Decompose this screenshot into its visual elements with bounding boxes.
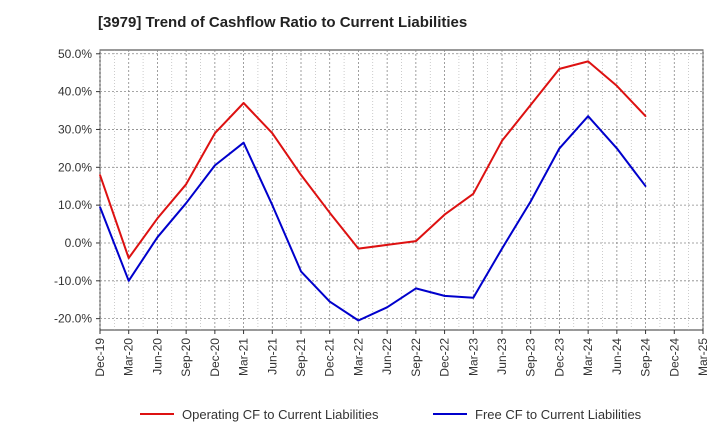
x-tick-label: Sep-23 xyxy=(524,338,538,377)
data-point xyxy=(558,68,561,70)
data-point xyxy=(386,244,388,246)
data-point xyxy=(357,247,360,250)
y-tick-label: 20.0% xyxy=(58,160,92,174)
x-tick-label: Jun-23 xyxy=(495,338,509,375)
y-tick-label: 10.0% xyxy=(58,198,92,212)
data-point xyxy=(443,213,446,216)
data-point xyxy=(214,164,216,167)
y-tick-label: -10.0% xyxy=(54,274,92,288)
data-point xyxy=(214,132,216,135)
data-point xyxy=(328,300,331,303)
data-point xyxy=(501,247,503,250)
y-tick-label: -20.0% xyxy=(54,312,92,326)
x-tick-label: Mar-20 xyxy=(122,338,136,376)
data-point xyxy=(587,115,589,118)
data-point xyxy=(472,297,475,299)
data-point xyxy=(99,174,101,176)
x-tick-label: Mar-24 xyxy=(581,338,595,376)
data-point xyxy=(300,174,302,176)
legend-free-cf-label: Free CF to Current Liabilities xyxy=(475,407,642,422)
y-tick-label: 50.0% xyxy=(58,47,92,61)
y-tick-label: 0.0% xyxy=(65,236,93,250)
x-tick-label: Jun-22 xyxy=(380,338,394,375)
data-point xyxy=(644,115,647,118)
data-point xyxy=(415,240,417,242)
data-point xyxy=(271,132,274,135)
x-tick-label: Dec-20 xyxy=(208,338,222,377)
data-point xyxy=(558,147,561,150)
x-tick-label: Dec-22 xyxy=(438,338,452,377)
data-point xyxy=(386,306,388,309)
data-point xyxy=(242,102,245,104)
data-point xyxy=(501,140,503,142)
x-tick-label: Jun-24 xyxy=(610,338,624,375)
x-tick-label: Dec-19 xyxy=(93,338,107,377)
series-line-free-cf xyxy=(99,115,647,322)
x-tick-label: Mar-22 xyxy=(351,338,365,376)
data-point xyxy=(127,280,130,282)
x-tick-label: Mar-21 xyxy=(237,338,251,376)
x-tick-label: Sep-20 xyxy=(179,338,193,377)
data-point xyxy=(644,185,647,188)
data-point xyxy=(529,200,532,203)
x-tick-label: Jun-20 xyxy=(150,338,164,375)
x-tick-label: Mar-23 xyxy=(466,338,480,376)
x-tick-label: Jun-21 xyxy=(265,338,279,375)
data-point xyxy=(127,257,130,259)
x-tick-label: Dec-21 xyxy=(323,338,337,377)
series-line-operating-cf xyxy=(99,60,647,260)
legend-operating-cf-label: Operating CF to Current Liabilities xyxy=(182,407,379,422)
data-point xyxy=(587,60,589,63)
chart-title: [3979] Trend of Cashflow Ratio to Curren… xyxy=(98,14,468,31)
data-point xyxy=(443,295,446,297)
x-tick-label: Sep-21 xyxy=(294,338,308,377)
data-point xyxy=(300,270,302,273)
x-tick-label: Dec-24 xyxy=(667,338,681,377)
data-point xyxy=(156,217,159,220)
data-point xyxy=(616,85,618,87)
data-point xyxy=(415,287,417,290)
data-point xyxy=(185,183,187,186)
data-point xyxy=(357,319,360,322)
x-tick-label: Dec-23 xyxy=(552,338,566,377)
y-tick-label: 30.0% xyxy=(58,122,92,136)
data-point xyxy=(328,211,331,214)
data-point xyxy=(616,147,618,150)
data-point xyxy=(185,202,187,205)
data-point xyxy=(99,206,101,208)
data-point xyxy=(156,236,159,239)
data-point xyxy=(529,104,532,106)
data-point xyxy=(271,204,274,206)
x-tick-label: Sep-24 xyxy=(639,338,653,377)
data-point xyxy=(242,141,245,144)
data-point xyxy=(472,192,475,195)
y-tick-label: 40.0% xyxy=(58,85,92,99)
x-tick-label: Mar-25 xyxy=(696,338,710,376)
x-tick-label: Sep-22 xyxy=(409,338,423,377)
